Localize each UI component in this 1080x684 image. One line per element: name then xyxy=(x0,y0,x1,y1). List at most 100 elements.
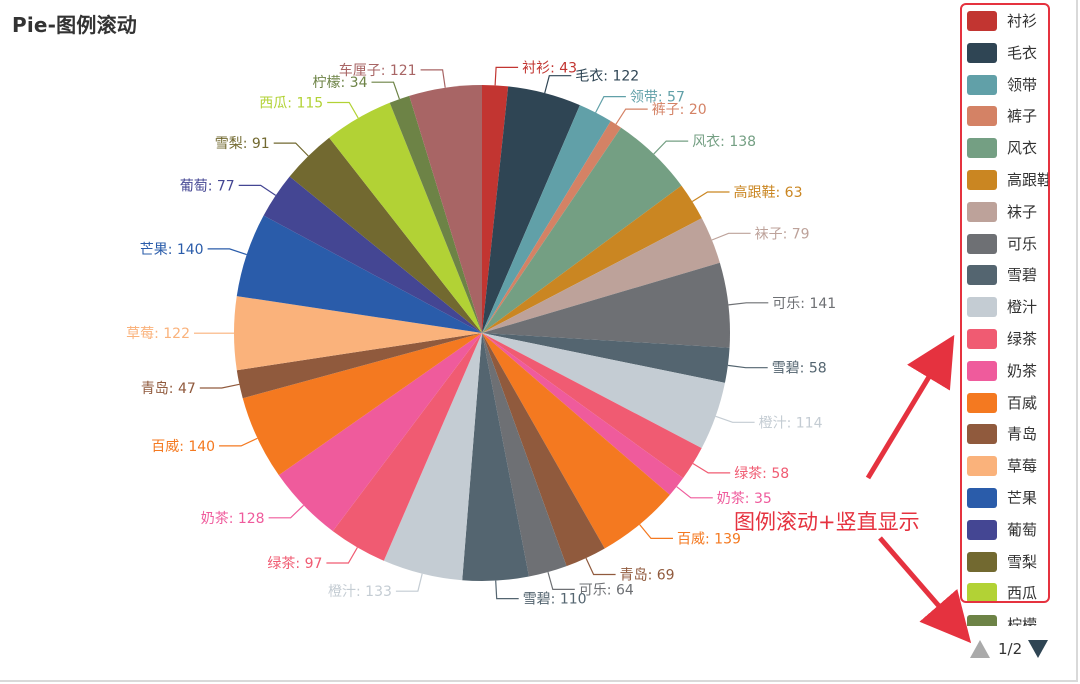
legend-item[interactable]: 百威 xyxy=(967,389,1050,413)
slice-label: 可乐: 64 xyxy=(579,582,634,598)
legend-label: 领带 xyxy=(1007,75,1038,94)
pie-slice[interactable] xyxy=(482,185,702,333)
legend-item[interactable]: 衬衫 xyxy=(967,7,1050,31)
label-leader-line xyxy=(727,364,768,369)
legend-item[interactable]: 雪碧 xyxy=(967,261,1050,286)
slice-label: 奶茶: 35 xyxy=(717,491,772,507)
legend-prev-page-icon[interactable] xyxy=(970,640,990,658)
legend-item[interactable]: 裤子 xyxy=(967,102,1050,127)
pie-slice[interactable] xyxy=(482,333,730,383)
pie-slice[interactable] xyxy=(482,262,731,348)
legend-label: 草莓 xyxy=(1007,457,1038,476)
label-leader-line xyxy=(420,69,446,88)
pie-slice[interactable] xyxy=(482,333,684,495)
pie-slice[interactable] xyxy=(482,333,605,567)
legend-swatch xyxy=(967,551,997,572)
legend-item[interactable]: 可乐 xyxy=(967,230,1050,254)
label-leader-line xyxy=(494,66,519,86)
slice-label: 领带: 57 xyxy=(630,90,685,106)
legend-swatch xyxy=(967,74,997,95)
label-leader-line xyxy=(273,142,309,157)
legend-item[interactable]: 柠檬 xyxy=(967,611,1050,626)
legend-item[interactable]: 草莓 xyxy=(967,452,1050,477)
legend-next-page-icon[interactable] xyxy=(1028,640,1048,658)
slice-label: 袜子: 79 xyxy=(755,226,810,242)
slice-label: 高跟鞋: 63 xyxy=(734,184,803,201)
legend-item[interactable]: 绿茶 xyxy=(967,325,1050,349)
label-leader-line xyxy=(715,415,755,423)
legend-item[interactable]: 高跟鞋 xyxy=(967,166,1050,190)
label-leader-line xyxy=(544,75,572,94)
legend-swatch xyxy=(967,456,997,477)
legend-item[interactable]: 橙汁 xyxy=(967,293,1050,318)
pie-slice[interactable] xyxy=(482,86,580,333)
slice-label: 风衣: 138 xyxy=(692,134,756,150)
pie-slice[interactable] xyxy=(482,85,509,333)
slice-label: 百威: 140 xyxy=(151,439,215,455)
legend-label: 奶茶 xyxy=(1007,361,1038,380)
legend-pager: 1/2 xyxy=(968,636,1058,662)
pie-slice[interactable] xyxy=(482,127,682,333)
legend-item[interactable]: 风衣 xyxy=(967,134,1050,159)
legend-swatch xyxy=(967,297,997,318)
legend-swatch xyxy=(967,519,997,540)
slice-label: 柠檬: 34 xyxy=(313,75,368,91)
legend-label: 裤子 xyxy=(1007,107,1038,126)
pie-slice[interactable] xyxy=(278,333,482,532)
legend-item[interactable]: 葡萄 xyxy=(967,516,1050,540)
label-leader-line xyxy=(692,462,731,474)
pie-slice[interactable] xyxy=(389,95,482,334)
pie-slice[interactable] xyxy=(482,333,725,449)
slice-label: 奶茶: 128 xyxy=(201,511,265,527)
legend-item[interactable]: 袜子 xyxy=(967,198,1050,222)
pie-slice[interactable] xyxy=(383,333,482,581)
pie-slice[interactable] xyxy=(482,121,622,333)
legend-label: 柠檬 xyxy=(1007,616,1038,626)
pie-slice[interactable] xyxy=(482,218,720,333)
pie-slice[interactable] xyxy=(236,215,482,333)
pie-slice[interactable] xyxy=(482,333,567,577)
legend-item[interactable]: 雪梨 xyxy=(967,548,1050,572)
label-leader-line xyxy=(199,383,240,389)
pie-slice[interactable] xyxy=(329,102,482,333)
pie-slice[interactable] xyxy=(234,296,482,371)
label-leader-line xyxy=(207,248,247,256)
slice-label: 雪碧: 110 xyxy=(523,592,587,608)
pie-slices xyxy=(234,85,731,582)
pie-slice[interactable] xyxy=(482,333,702,479)
slice-label: 车厘子: 121 xyxy=(339,62,417,79)
annotation-text: 图例滚动+竖直显示 xyxy=(734,510,920,534)
legend-item[interactable]: 领带 xyxy=(967,71,1050,95)
pie-slice[interactable] xyxy=(482,105,611,333)
label-leader-line xyxy=(595,95,626,113)
pie-slice[interactable] xyxy=(482,333,670,549)
legend-item[interactable]: 奶茶 xyxy=(967,357,1050,381)
legend-item[interactable]: 毛衣 xyxy=(967,39,1050,63)
pie-slice[interactable] xyxy=(263,176,482,333)
label-leader-line xyxy=(395,573,423,592)
slice-label: 绿茶: 97 xyxy=(267,556,322,572)
legend-label: 葡萄 xyxy=(1007,520,1038,539)
legend-item[interactable]: 芒果 xyxy=(967,484,1050,508)
pie-slice[interactable] xyxy=(462,333,529,582)
pie-slice[interactable] xyxy=(236,333,482,399)
pie-slice[interactable] xyxy=(242,333,482,476)
legend-label: 百威 xyxy=(1007,393,1038,412)
pie-slice[interactable] xyxy=(332,333,482,561)
slice-label: 衬衫: 43 xyxy=(522,60,577,76)
label-leader-line xyxy=(371,81,400,100)
pie-slice[interactable] xyxy=(289,137,482,333)
label-leader-line xyxy=(711,232,751,241)
pie-slice[interactable] xyxy=(409,85,482,333)
legend-item[interactable]: 西瓜 xyxy=(967,579,1050,604)
legend-label: 毛衣 xyxy=(1007,43,1038,62)
legend-swatch xyxy=(967,488,997,508)
label-leader-line xyxy=(219,437,258,447)
legend-item[interactable]: 青岛 xyxy=(967,420,1050,445)
label-leader-line xyxy=(639,524,673,540)
label-leader-line xyxy=(728,302,769,306)
label-leader-line xyxy=(676,486,713,499)
legend-label: 袜子 xyxy=(1007,202,1038,221)
slice-label: 草莓: 122 xyxy=(126,326,190,342)
